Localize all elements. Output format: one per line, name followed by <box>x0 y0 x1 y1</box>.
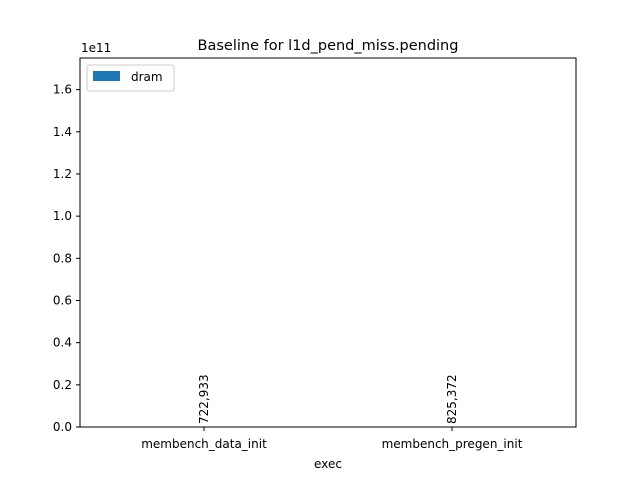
plot-frame <box>79 57 577 428</box>
x-tick-label: membench_data_init <box>141 437 267 451</box>
y-scale-label: 1e11 <box>81 41 111 55</box>
x-tick-label: membench_pregen_init <box>382 437 523 451</box>
chart-title: Baseline for l1d_pend_miss.pending <box>198 38 459 54</box>
data-labels: 722,933 825,372 <box>197 374 459 424</box>
bar-value-label: 722,933 <box>197 374 211 424</box>
y-tick-label: 0.4 <box>53 336 72 350</box>
y-tick-label: 0.8 <box>53 251 72 265</box>
y-tick-label: 0.6 <box>53 293 72 307</box>
y-tick-label: 1.2 <box>53 167 72 181</box>
x-axis: membench_data_init membench_pregen_init <box>141 427 523 451</box>
x-axis-label: exec <box>314 457 342 471</box>
y-tick-label: 0.2 <box>53 378 72 392</box>
legend: dram <box>86 64 175 92</box>
y-axis: 0.0 0.2 0.4 0.6 0.8 1.0 1.2 1.4 1.6 <box>53 83 80 434</box>
y-tick-label: 1.4 <box>53 125 72 139</box>
bar-value-label: 825,372 <box>445 374 459 424</box>
y-tick-label: 0.0 <box>53 420 72 434</box>
y-tick-label: 1.6 <box>53 83 72 97</box>
legend-label: dram <box>131 70 163 84</box>
legend-swatch <box>93 71 120 81</box>
y-tick-label: 1.0 <box>53 209 72 223</box>
